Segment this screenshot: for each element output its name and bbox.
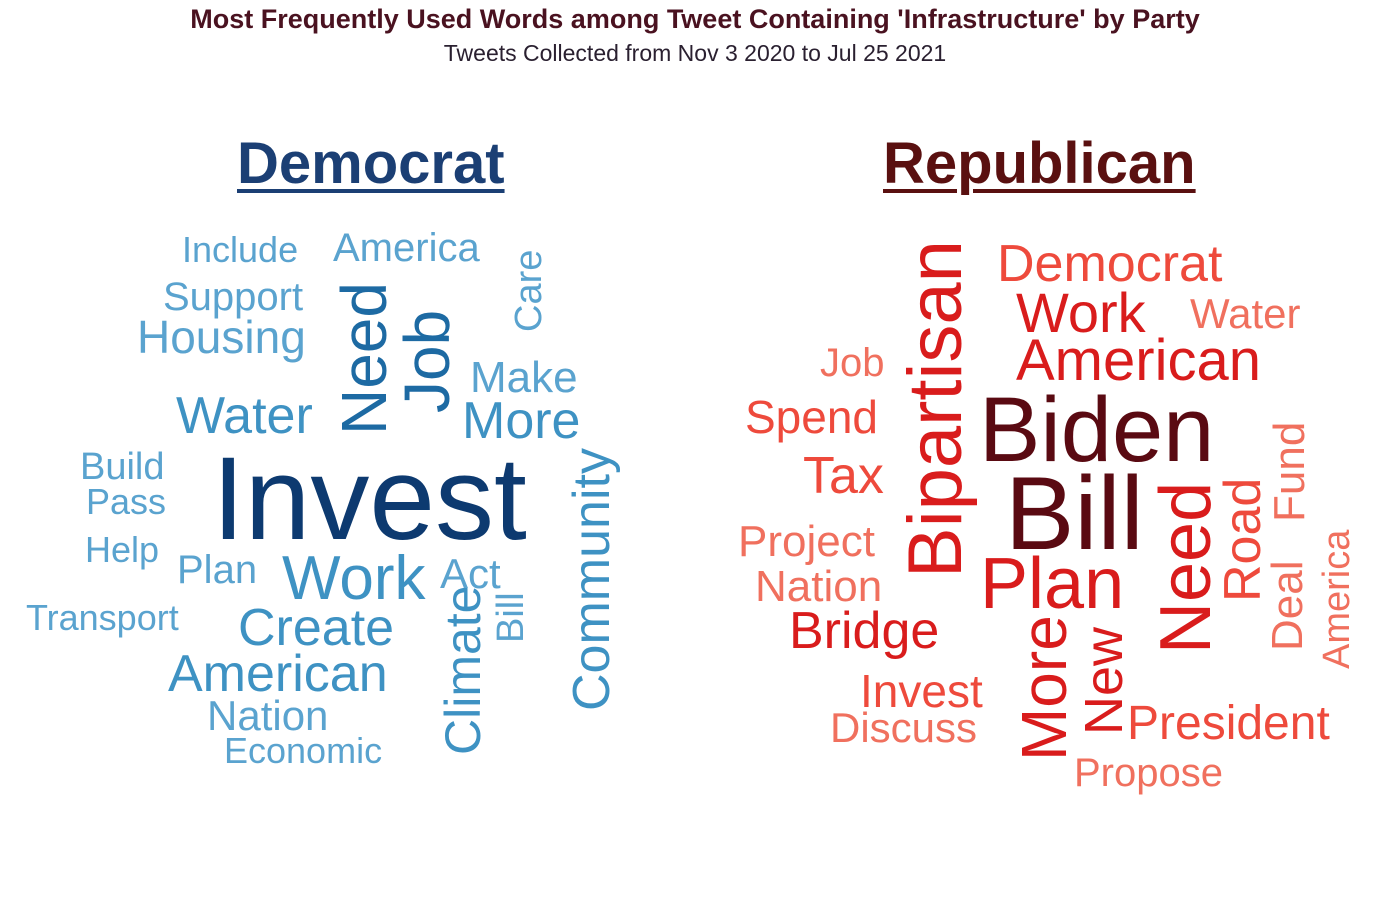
democrat-word-job: Job [391,309,463,413]
democrat-word-make: Make [470,353,578,402]
republican-word-tax: Tax [803,447,884,505]
democrat-word-transport: Transport [26,597,179,638]
chart-subtitle: Tweets Collected from Nov 3 2020 to Jul … [443,40,947,66]
democrat-word-plan: Plan [177,548,258,592]
democrat-word-bill: Bill [490,592,532,643]
republican-word-president: President [1127,697,1330,750]
republican-word-discuss: Discuss [830,704,978,751]
democrat-word-need: Need [328,282,400,435]
republican-word-water: Water [1190,290,1301,337]
republican-word-more: More [1008,615,1080,761]
democrat-word-build: Build [80,446,165,488]
republican-word-job: Job [820,341,885,385]
democrat-word-include: Include [182,229,299,270]
democrat-word-more: More [462,392,581,450]
democrat-word-economic: Economic [224,730,383,771]
democrat-word-community: Community [563,448,621,711]
democrat-word-housing: Housing [137,311,306,363]
republican-word-nation: Nation [755,562,883,611]
republican-panel-title: Republican [883,131,1196,196]
republican-word-bridge: Bridge [789,602,940,660]
democrat-word-help: Help [85,529,160,570]
democrat-word-america: America [333,226,480,270]
republican-word-biden: Biden [979,379,1215,481]
republican-word-deal: Deal [1263,560,1312,652]
democrat-word-care: Care [508,249,550,332]
democrat-word-support: Support [163,275,304,319]
democrat-word-pass: Pass [86,481,167,522]
republican-word-plan: Plan [980,544,1125,624]
republican-word-fund: Fund [1265,421,1314,522]
republican-word-propose: Propose [1074,751,1223,795]
republican-word-work: Work [1016,281,1146,344]
democrat-word-american: American [168,645,388,703]
republican-word-invest: Invest [860,665,983,717]
republican-word-bipartisan: Bipartisan [893,240,978,578]
republican-word-american: American [1016,328,1261,393]
democrat-word-water: Water [176,387,313,445]
democrat-panel-title: Democrat [237,131,505,196]
republican-word-need: Need [1146,481,1226,654]
republican-word-project: Project [738,517,875,566]
democrat-word-invest: Invest [212,433,527,565]
democrat-word-nation: Nation [207,692,329,739]
democrat-word-create: Create [238,599,395,657]
republican-word-america: America [1316,529,1358,669]
republican-word-democrat: Democrat [997,235,1223,293]
republican-word-road: Road [1214,477,1272,602]
democrat-word-act: Act [440,550,501,597]
republican-word-bill: Bill [1005,456,1144,572]
chart-title: Most Frequently Used Words among Tweet C… [190,4,1200,34]
republican-word-new: New [1074,626,1134,735]
republican-word-spend: Spend [745,391,879,443]
democrat-word-work: Work [282,544,426,613]
democrat-word-climate: Climate [435,585,491,755]
